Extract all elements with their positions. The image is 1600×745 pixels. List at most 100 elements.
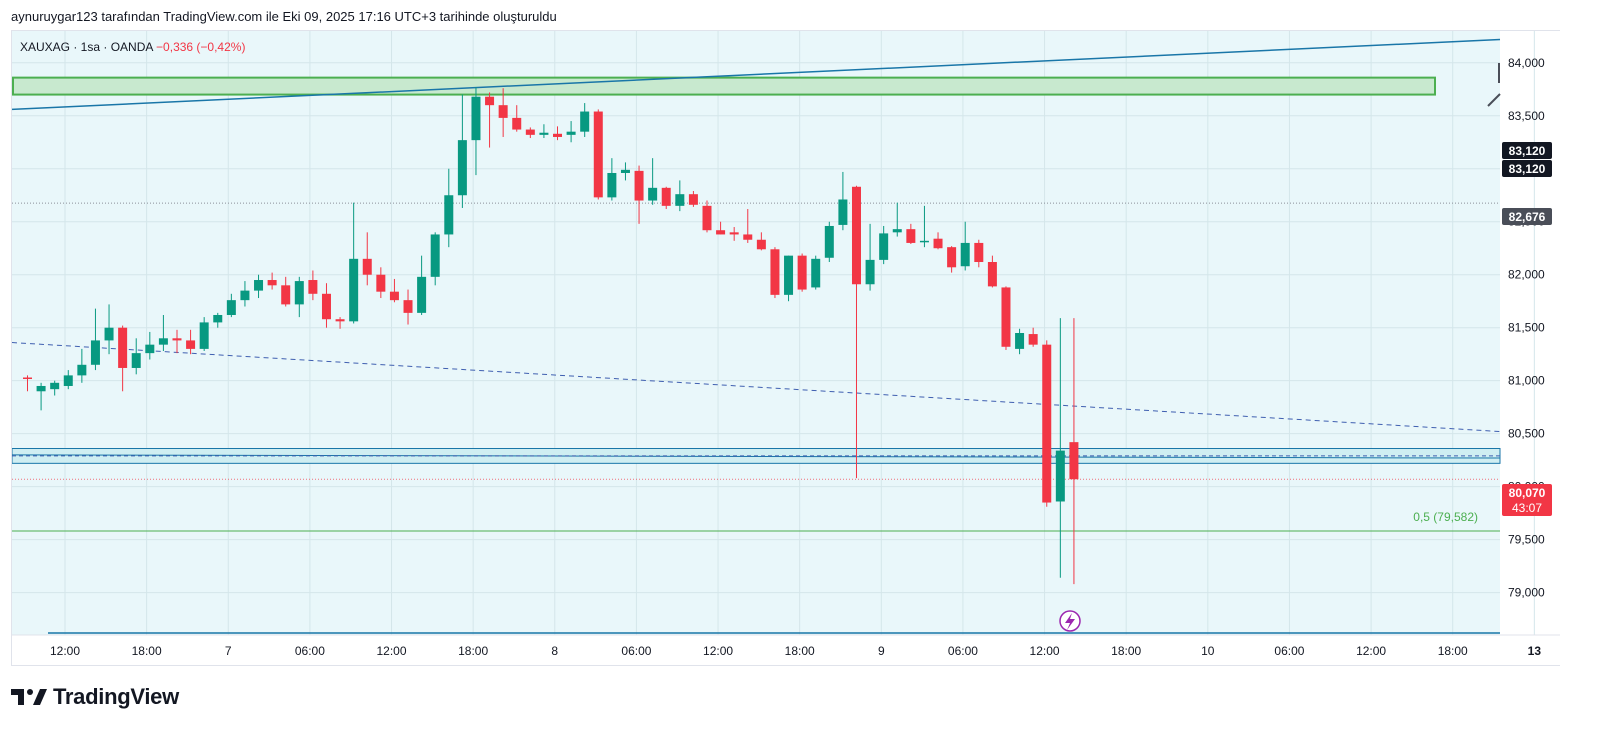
candle-body[interactable] [281,285,291,305]
candle-body[interactable] [743,234,753,240]
price-tick-label: 81,500 [1508,321,1545,335]
price-tick-label: 84,000 [1508,56,1545,70]
candle-body[interactable] [974,242,984,263]
candle-body[interactable] [77,364,87,376]
price-axis-label-text: 83,120 [1509,162,1546,176]
candle-body[interactable] [566,131,576,135]
price-tick-label: 82,000 [1508,268,1545,282]
candle-body[interactable] [892,229,902,233]
candle-body[interactable] [335,319,345,322]
candle-body[interactable] [1028,334,1038,345]
candle-body[interactable] [756,239,766,250]
candle-body[interactable] [90,340,100,365]
candle-body[interactable] [1055,450,1065,502]
candle-body[interactable] [525,129,535,135]
candle-body[interactable] [906,229,916,243]
candle-body[interactable] [226,300,236,315]
candle-body[interactable] [444,195,454,235]
lower-dashed-trendline[interactable] [12,342,1501,433]
resistance-zone[interactable] [12,76,1436,96]
price-axis-label-text: 80,070 [1509,486,1546,500]
candle-body[interactable] [50,382,60,390]
candle-body[interactable] [172,338,182,341]
candle-body[interactable] [811,258,821,288]
candle-body[interactable] [919,240,929,243]
candle-body[interactable] [213,314,223,323]
candle-body[interactable] [987,262,997,287]
tradingview-logo-icon [11,689,47,705]
candle-body[interactable] [770,249,780,295]
time-tick-label: 06:00 [295,644,325,658]
candle-body[interactable] [403,300,413,313]
candle-body[interactable] [1001,287,1011,347]
plot-area[interactable] [12,31,1500,635]
candle-body[interactable] [1069,442,1079,480]
candle-body[interactable] [186,340,196,349]
candle-body[interactable] [607,172,617,198]
candle-body[interactable] [797,255,807,290]
candle-body[interactable] [376,274,386,292]
candle-body[interactable] [430,234,440,277]
candle-body[interactable] [688,194,698,205]
candle-body[interactable] [267,280,277,286]
candle-body[interactable] [240,290,250,301]
candle-body[interactable] [648,187,658,201]
candle-body[interactable] [634,170,644,201]
candle-body[interactable] [716,230,726,235]
candle-body[interactable] [145,344,155,354]
candle-body[interactable] [838,199,848,225]
candle-body[interactable] [553,133,563,137]
candle-body[interactable] [661,187,671,206]
chart-caption: aynuruygar123 tarafından TradingView.com… [11,9,557,24]
candle-body[interactable] [620,169,630,173]
candle-body[interactable] [63,375,73,386]
candle-body[interactable] [512,117,522,130]
candle-body[interactable] [498,105,508,118]
upper-trendline[interactable] [12,38,1501,111]
candle-body[interactable] [457,140,467,196]
candle-body[interactable] [729,232,739,235]
candle-body[interactable] [675,194,685,206]
candle-body[interactable] [879,233,889,260]
drawing-tool-icon[interactable] [1487,63,1501,107]
candle-body[interactable] [321,293,331,320]
candle-body[interactable] [36,385,46,392]
candle-body[interactable] [947,247,957,268]
candle-body[interactable] [294,281,304,305]
candle-body[interactable] [702,205,712,231]
candle-body[interactable] [131,353,141,368]
candle-body[interactable] [199,322,209,349]
candle-body[interactable] [23,377,32,380]
candle-body[interactable] [580,111,590,132]
price-tick-label: 79,500 [1508,533,1545,547]
candle-body[interactable] [824,225,834,258]
candle-body[interactable] [960,242,970,267]
candle-body[interactable] [471,96,481,141]
candle-body[interactable] [362,258,372,275]
candle-body[interactable] [784,255,794,295]
candle-body[interactable] [851,186,861,285]
candle-body[interactable] [593,111,603,198]
tradingview-logo[interactable]: TradingView [11,684,179,710]
candle-body[interactable] [118,327,128,368]
candle-body[interactable] [933,238,943,249]
time-tick-label: 13 [1528,644,1542,658]
price-scale[interactable] [1500,31,1560,665]
chart-frame[interactable]: 0,5 (79,582)84,00083,50083,00082,50082,0… [11,30,1560,666]
candle-body[interactable] [254,280,264,291]
candle-body[interactable] [1015,333,1025,349]
candle-body[interactable] [308,280,318,294]
candle-body[interactable] [865,259,875,285]
candle-body[interactable] [485,96,495,106]
candle-body[interactable] [158,338,168,345]
symbol-title: XAUXAG · 1sa · OANDA [20,40,153,54]
candle-body[interactable] [389,291,399,301]
candle-body[interactable] [539,132,549,135]
candle-body[interactable] [349,258,359,322]
candle-body[interactable] [104,327,114,341]
candlestick-chart[interactable]: 0,5 (79,582)84,00083,50083,00082,50082,0… [12,31,1560,665]
candle-body[interactable] [417,276,427,313]
candle-body[interactable] [1042,344,1052,503]
support-line[interactable] [12,454,1501,459]
time-tick-label: 7 [225,644,232,658]
